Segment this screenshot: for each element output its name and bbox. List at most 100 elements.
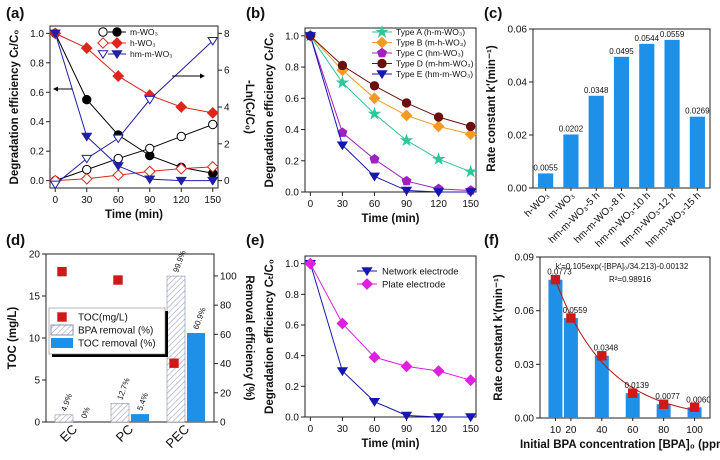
legend-label: Type B (m-h-WO₃) xyxy=(396,38,466,48)
data-point xyxy=(336,317,349,330)
data-point xyxy=(432,188,445,198)
y2-tick-label: 40 xyxy=(220,359,232,370)
data-point xyxy=(369,153,380,164)
panel-a: (a)0.00.20.40.60.81.00 30 60 90 120 150Degrad… xyxy=(6,5,255,221)
data-point xyxy=(465,188,477,198)
legend-label: hm-m-WO₃ xyxy=(130,49,173,59)
fit-curve xyxy=(554,279,695,411)
toc-point xyxy=(57,266,67,277)
data-point xyxy=(368,172,381,182)
legend-label: TOC(mg/L) xyxy=(78,313,128,324)
data-point-ln xyxy=(112,169,125,182)
y-tick-label: 0.2 xyxy=(285,382,299,393)
y-axis-label: Degradation efficiency Cₜ/C₀ xyxy=(264,33,276,188)
data-point xyxy=(432,120,445,133)
y-axis-label: Degradation efficiency Cₜ/C₀ xyxy=(264,259,276,414)
bar xyxy=(548,279,563,418)
series-line-ln xyxy=(55,124,213,182)
panel-label: (a) xyxy=(6,5,24,22)
data-point-ln xyxy=(206,160,219,173)
data-point xyxy=(336,367,349,377)
y2-tick-label: 20 xyxy=(220,388,232,399)
legend-label: Type A (h-m-WO₃) xyxy=(396,27,465,37)
data-point-ln xyxy=(176,131,186,142)
data-point xyxy=(175,101,188,113)
data-point xyxy=(433,112,444,122)
bar-value-label: 60.9% xyxy=(191,306,207,330)
x-tick-label: PEC xyxy=(163,422,193,452)
x-axis-label: Time (min) xyxy=(105,209,163,221)
bar-value-label: 0.0773 xyxy=(547,268,572,277)
series-line xyxy=(309,263,471,381)
x-tick-label: 0 xyxy=(308,199,314,210)
plot-frame xyxy=(539,256,711,419)
plot-frame xyxy=(304,255,477,418)
bar xyxy=(625,393,640,418)
legend-label: BPA removal (%) xyxy=(78,326,153,337)
bar xyxy=(639,43,655,189)
data-point xyxy=(335,75,350,89)
data-point xyxy=(304,32,316,41)
x-tick-label: 120 xyxy=(173,195,190,206)
y-tick-label: 10 xyxy=(29,334,41,345)
bar-value-label: 0.0348 xyxy=(594,344,619,353)
data-point xyxy=(207,176,219,186)
legend: TOC(mg/L) BPA removal (%) TOC removal (%) xyxy=(48,307,168,357)
y-axis-label: Degradation efficiency Cₜ/C₀ xyxy=(9,30,21,185)
data-point-ln xyxy=(113,153,123,164)
series-line xyxy=(309,35,471,191)
bar xyxy=(664,39,680,188)
data-point xyxy=(367,106,382,120)
bar xyxy=(588,95,604,188)
legend-swatch xyxy=(50,324,74,336)
data-point xyxy=(144,175,156,185)
toc-point xyxy=(169,358,179,368)
y-tick-label: 0.8 xyxy=(285,63,299,74)
x-tick-label: 60 xyxy=(627,425,639,436)
x-tick-label: 30 xyxy=(337,199,349,210)
r-squared: R²=0.98916 xyxy=(609,275,652,284)
data-point-ln xyxy=(49,180,61,190)
bar-value-label: 12.7% xyxy=(115,377,131,401)
x-tick-label: 90 xyxy=(401,199,413,210)
data-point xyxy=(369,81,380,91)
legend-marker xyxy=(111,50,123,60)
data-point-ln xyxy=(207,37,219,46)
data-point xyxy=(658,399,669,409)
y-tick-label: 0.03 xyxy=(515,360,535,371)
panel-label: (b) xyxy=(246,5,265,22)
series-line xyxy=(310,35,471,127)
data-point xyxy=(566,313,576,323)
y-tick-label: 15 xyxy=(29,292,41,303)
y-tick-label: 0.8 xyxy=(285,290,299,301)
y-tick-label: 0.4 xyxy=(285,351,299,362)
data-point xyxy=(432,365,445,377)
panel-b: (b) 0.0 0.2 0.4 0.6 0.8 1.0 0 30 60 90 120 150 Degrad… xyxy=(246,5,479,225)
panel-label: (e) xyxy=(246,232,264,249)
data-point xyxy=(368,351,381,364)
data-point xyxy=(80,42,93,54)
data-point xyxy=(368,397,381,407)
data-point-ln xyxy=(144,95,156,105)
bar-value-label: 0.0544 xyxy=(635,34,660,43)
legend-marker xyxy=(375,24,389,38)
x-tick-label: 150 xyxy=(462,199,479,210)
bpa-removal-bar xyxy=(166,275,186,423)
data-point xyxy=(689,402,700,412)
y-axis-label: Rate constant k'(min⁻¹) xyxy=(486,45,498,172)
legend-marker xyxy=(376,36,388,49)
x-tick-label: 60 xyxy=(113,195,125,206)
data-point xyxy=(336,141,349,151)
data-point xyxy=(401,98,412,108)
x-tick-label: PC xyxy=(113,422,136,445)
data-point xyxy=(464,374,477,387)
bar-value-label: 0.0559 xyxy=(563,306,588,315)
y-tick-label: 0.0 xyxy=(30,176,44,187)
series-line xyxy=(309,263,471,418)
bar xyxy=(563,318,578,418)
y-tick-label: 0.0 xyxy=(285,413,299,424)
legend-marker xyxy=(361,267,373,277)
legend-label: Plate electrode xyxy=(382,280,445,291)
data-point xyxy=(400,186,413,196)
